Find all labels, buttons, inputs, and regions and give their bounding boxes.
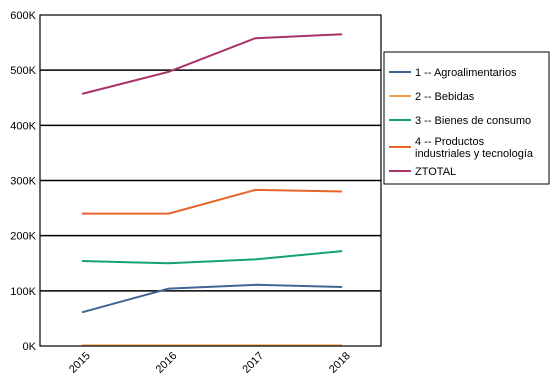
y-tick-label: 500K bbox=[10, 65, 36, 77]
series-lines bbox=[81, 33, 343, 347]
y-tick-label: 600K bbox=[10, 10, 36, 22]
series-line bbox=[82, 188, 343, 215]
x-axis-ticks: 2015 2016 2017 2018 bbox=[67, 350, 353, 376]
legend-label: ZTOTAL bbox=[415, 166, 456, 178]
legend: 1 -- Agroalimentarios 2 -- Bebidas 3 -- Bi… bbox=[383, 51, 550, 185]
legend-box bbox=[383, 51, 550, 185]
y-tick-label: 0K bbox=[23, 341, 37, 353]
legend-label: 2 -- Bebidas bbox=[415, 91, 475, 103]
x-tick-label: 2015 bbox=[67, 350, 93, 376]
grid-lines bbox=[40, 69, 381, 292]
y-tick-label: 100K bbox=[10, 286, 36, 298]
y-tick-label: 400K bbox=[10, 120, 36, 132]
x-tick-label: 2017 bbox=[240, 350, 266, 376]
legend-label: 1 -- Agroalimentarios bbox=[415, 67, 517, 79]
y-tick-label: 200K bbox=[10, 231, 36, 243]
series-line bbox=[81, 283, 343, 314]
y-axis-ticks: 0K 100K 200K 300K 400K 500K 600K bbox=[10, 10, 36, 353]
series-line bbox=[81, 250, 343, 265]
series-line bbox=[81, 33, 343, 95]
plot-frame bbox=[39, 14, 382, 347]
x-tick-label: 2016 bbox=[154, 350, 180, 376]
legend-label: 3 -- Bienes de consumo bbox=[415, 115, 531, 127]
y-tick-label: 300K bbox=[10, 176, 36, 188]
legend-label: 4 -- Productos industriales y tecnología bbox=[415, 136, 534, 160]
x-tick-label: 2018 bbox=[327, 350, 353, 376]
